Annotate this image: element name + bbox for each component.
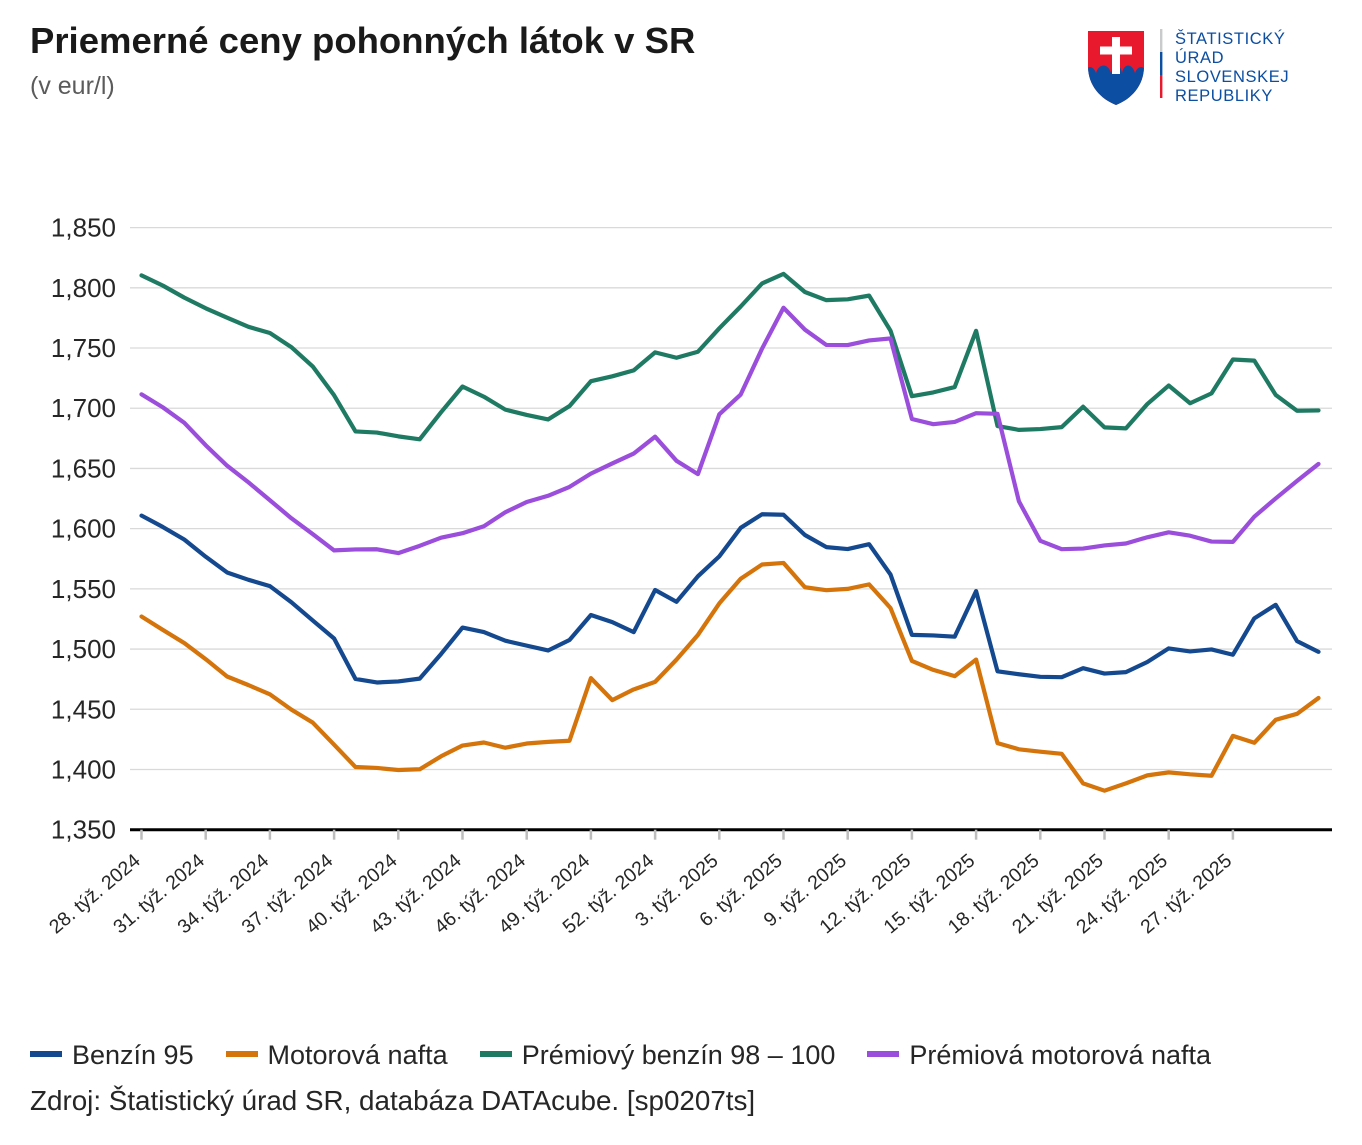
svg-text:1,500: 1,500 <box>51 634 116 664</box>
svg-text:1,600: 1,600 <box>51 514 116 544</box>
svg-text:1,850: 1,850 <box>51 213 116 243</box>
svg-text:1,550: 1,550 <box>51 574 116 604</box>
svg-text:1,800: 1,800 <box>51 273 116 303</box>
svg-text:1,650: 1,650 <box>51 453 116 483</box>
svg-text:1,350: 1,350 <box>51 815 116 845</box>
svg-text:1,400: 1,400 <box>51 754 116 784</box>
svg-text:1,450: 1,450 <box>51 694 116 724</box>
svg-text:1,750: 1,750 <box>51 333 116 363</box>
svg-text:1,700: 1,700 <box>51 393 116 423</box>
